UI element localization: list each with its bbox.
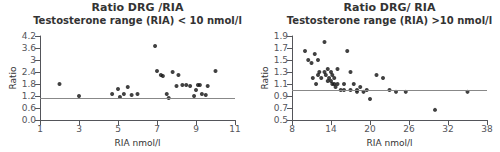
svg-text:5: 5	[115, 124, 121, 134]
svg-text:RIA nmol/l: RIA nmol/l	[367, 138, 413, 148]
svg-text:1.5: 1.5	[274, 55, 288, 65]
svg-text:1.8: 1.8	[22, 79, 37, 89]
svg-text:0.7: 0.7	[274, 103, 288, 113]
svg-text:14: 14	[325, 124, 337, 134]
svg-text:32: 32	[442, 124, 453, 134]
svg-text:3: 3	[76, 124, 82, 134]
svg-text:2.4: 2.4	[22, 67, 37, 77]
svg-text:1.2: 1.2	[22, 91, 36, 101]
svg-text:3: 3	[30, 55, 36, 65]
svg-text:0.0: 0.0	[22, 115, 37, 125]
svg-text:7: 7	[154, 124, 160, 134]
svg-text:11: 11	[229, 124, 240, 134]
svg-text:1.1: 1.1	[274, 79, 288, 89]
svg-text:0.5: 0.5	[274, 115, 288, 125]
svg-text:8: 8	[289, 124, 295, 134]
svg-text:Ratio DRG /RIA: Ratio DRG /RIA	[92, 1, 184, 14]
svg-text:0.6: 0.6	[22, 103, 37, 113]
svg-text:Ratio: Ratio	[260, 66, 270, 90]
svg-text:Testosterone range (RIA) < 10: Testosterone range (RIA) < 10 nmol/l	[33, 15, 242, 26]
svg-text:38: 38	[481, 124, 493, 134]
svg-text:3.6: 3.6	[22, 43, 37, 53]
svg-text:RIA nmol/l: RIA nmol/l	[115, 138, 161, 148]
svg-text:Ratio DRG/ RIA: Ratio DRG/ RIA	[344, 1, 436, 14]
svg-text:Testosterone range (RIA) >10 n: Testosterone range (RIA) >10 nmol/l	[287, 15, 492, 26]
svg-text:1.7: 1.7	[274, 43, 288, 53]
svg-text:1.3: 1.3	[274, 67, 288, 77]
svg-text:1: 1	[37, 124, 43, 134]
svg-text:26: 26	[403, 124, 415, 134]
svg-text:4.2: 4.2	[22, 31, 36, 41]
svg-text:1.9: 1.9	[274, 31, 289, 41]
svg-text:9: 9	[193, 124, 199, 134]
svg-text:Ratio: Ratio	[8, 66, 18, 90]
svg-text:20: 20	[364, 124, 376, 134]
svg-text:0.9: 0.9	[274, 91, 289, 101]
